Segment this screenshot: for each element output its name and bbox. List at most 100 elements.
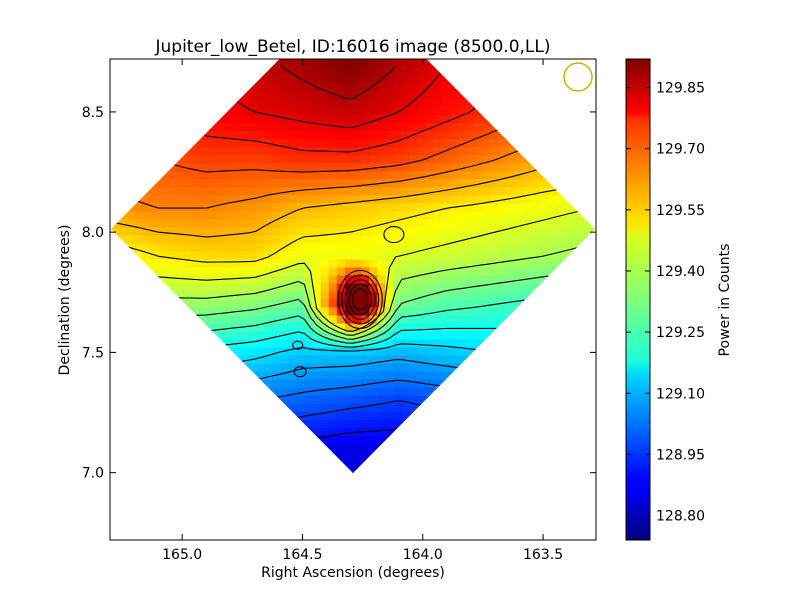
- heatmap-cell: [474, 203, 484, 212]
- heatmap-cell: [272, 211, 281, 220]
- heatmap-cell: [320, 243, 330, 252]
- heatmap-cell: [409, 155, 419, 164]
- heatmap-cell: [263, 331, 273, 341]
- heatmap-cell: [296, 307, 305, 317]
- heatmap-cell: [393, 227, 403, 236]
- heatmap-cell: [377, 211, 386, 220]
- heatmap-cell: [434, 259, 443, 269]
- heatmap-cell: [231, 179, 241, 188]
- heatmap-cell: [239, 331, 249, 341]
- heatmap-cell: [353, 363, 362, 373]
- heatmap-cell: [199, 291, 208, 301]
- heatmap-cell: [401, 75, 411, 84]
- heatmap-cell: [434, 139, 443, 148]
- heatmap-cell: [199, 187, 208, 196]
- heatmap-cell: [401, 187, 411, 196]
- heatmap-cell: [385, 427, 395, 437]
- heatmap-cell: [288, 315, 297, 325]
- heatmap-cell: [344, 219, 354, 228]
- heatmap-cell: [263, 67, 273, 76]
- heatmap-cell: [344, 67, 354, 76]
- heatmap-cell: [369, 291, 378, 301]
- heatmap-cell: [320, 211, 330, 220]
- heatmap-cell: [425, 267, 435, 277]
- heatmap-cell: [442, 155, 451, 164]
- heatmap-cell: [304, 339, 314, 349]
- heatmap-cell: [207, 299, 216, 309]
- heatmap-cell: [442, 371, 451, 381]
- heatmap-cell: [199, 267, 208, 277]
- heatmap-cell: [353, 75, 362, 84]
- heatmap-cell: [369, 131, 378, 140]
- heatmap-cell: [336, 195, 346, 204]
- heatmap-cell: [425, 91, 435, 100]
- heatmap-cell: [312, 299, 322, 309]
- heatmap-cell: [239, 355, 249, 365]
- heatmap-cell: [336, 259, 346, 269]
- heatmap-cell: [336, 139, 346, 148]
- heatmap-cell: [312, 139, 322, 148]
- heatmap-cell: [328, 75, 338, 84]
- heatmap-cell: [328, 307, 338, 317]
- heatmap-cell: [361, 99, 370, 108]
- heatmap-cell: [304, 251, 314, 261]
- heatmap-cell: [442, 267, 451, 277]
- heatmap-cell: [474, 123, 484, 132]
- heatmap-cell: [450, 227, 459, 236]
- heatmap-cell: [255, 371, 265, 381]
- heatmap-cell: [312, 67, 322, 76]
- heatmap-cell: [425, 331, 435, 341]
- heatmap-cell: [409, 75, 419, 84]
- heatmap-cell: [385, 75, 395, 84]
- heatmap-cell: [442, 339, 451, 349]
- heatmap-cell: [344, 411, 354, 421]
- heatmap-cell: [547, 187, 557, 196]
- heatmap-cell: [474, 187, 484, 196]
- heatmap-cell: [239, 91, 249, 100]
- heatmap-cell: [417, 203, 427, 212]
- heatmap-cell: [506, 187, 516, 196]
- heatmap-cell: [482, 291, 492, 301]
- heatmap-cell: [434, 355, 443, 365]
- heatmap-cell: [191, 195, 200, 204]
- heatmap-cell: [361, 219, 370, 228]
- heatmap-cell: [328, 235, 338, 244]
- heatmap-cell: [207, 235, 216, 244]
- heatmap-cell: [320, 171, 330, 180]
- heatmap-cell: [506, 211, 516, 220]
- heatmap-cell: [207, 139, 216, 148]
- heatmap-cell: [272, 347, 281, 357]
- heatmap-cell: [272, 251, 281, 261]
- heatmap-cell: [450, 99, 459, 108]
- heatmap-cell: [555, 227, 565, 236]
- heatmap-cell: [320, 323, 330, 333]
- heatmap-cell: [385, 67, 395, 76]
- heatmap-cell: [506, 251, 516, 261]
- heatmap-cell: [304, 171, 314, 180]
- heatmap-cell: [450, 235, 459, 244]
- heatmap-cell: [450, 267, 459, 277]
- heatmap-cell: [515, 163, 524, 172]
- heatmap-cell: [296, 403, 305, 413]
- heatmap-cell: [401, 267, 411, 277]
- heatmap-cell: [515, 195, 524, 204]
- heatmap-cell: [207, 219, 216, 228]
- heatmap-cell: [498, 163, 508, 172]
- heatmap-cell: [336, 315, 346, 325]
- heatmap-cell: [361, 83, 370, 92]
- heatmap-cell: [328, 379, 338, 389]
- heatmap-cell: [401, 259, 411, 269]
- heatmap-cell: [336, 307, 346, 317]
- heatmap-cell: [401, 275, 411, 285]
- heatmap-cell: [336, 363, 346, 373]
- heatmap-cell: [304, 371, 314, 381]
- heatmap-cell: [377, 419, 386, 429]
- heatmap-cell: [296, 267, 305, 277]
- heatmap-cell: [458, 163, 467, 172]
- heatmap-cell: [336, 355, 346, 365]
- heatmap-cell: [466, 259, 476, 269]
- heatmap-cell: [466, 155, 476, 164]
- heatmap-cell: [199, 307, 208, 317]
- heatmap-cell: [247, 107, 257, 116]
- heatmap-cell: [393, 267, 403, 277]
